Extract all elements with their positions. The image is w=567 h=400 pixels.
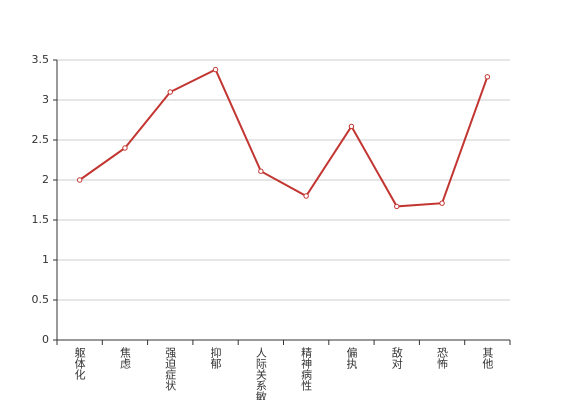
x-tick-label: 其他: [481, 347, 494, 369]
x-tick-label: 抑郁: [209, 346, 222, 369]
y-tick-label: 1.5: [32, 213, 50, 226]
y-tick-label: 2.5: [32, 133, 50, 146]
y-tick-label: 2: [42, 173, 49, 186]
point: [76, 177, 83, 183]
point: [484, 74, 491, 80]
point: [348, 123, 355, 130]
point: [439, 200, 445, 206]
x-tick-label: 躯体化: [73, 347, 86, 381]
x-tick-label: 精神病性: [300, 347, 313, 392]
point: [122, 145, 128, 151]
y-tick-label: 0.5: [32, 293, 50, 306]
line: [79, 68, 489, 208]
x-tick-label: 焦虑: [118, 347, 131, 369]
y-tick-label: 0: [42, 333, 49, 346]
y-tick-label: 3: [42, 93, 49, 106]
y-tick-label: 3.5: [32, 53, 50, 66]
x-tick-label: 敌对: [390, 346, 403, 369]
y-tick-label: 1: [42, 253, 49, 266]
x-tick-label: 偏执: [345, 346, 358, 370]
x-tick-label: 人际关系敏感: [254, 347, 267, 400]
x-tick-label: 恐怖: [436, 347, 449, 369]
point: [303, 193, 309, 199]
point: [167, 89, 173, 95]
x-tick-label: 强迫症状: [164, 347, 177, 391]
point: [394, 203, 400, 210]
point: [258, 168, 264, 174]
point: [212, 66, 219, 73]
